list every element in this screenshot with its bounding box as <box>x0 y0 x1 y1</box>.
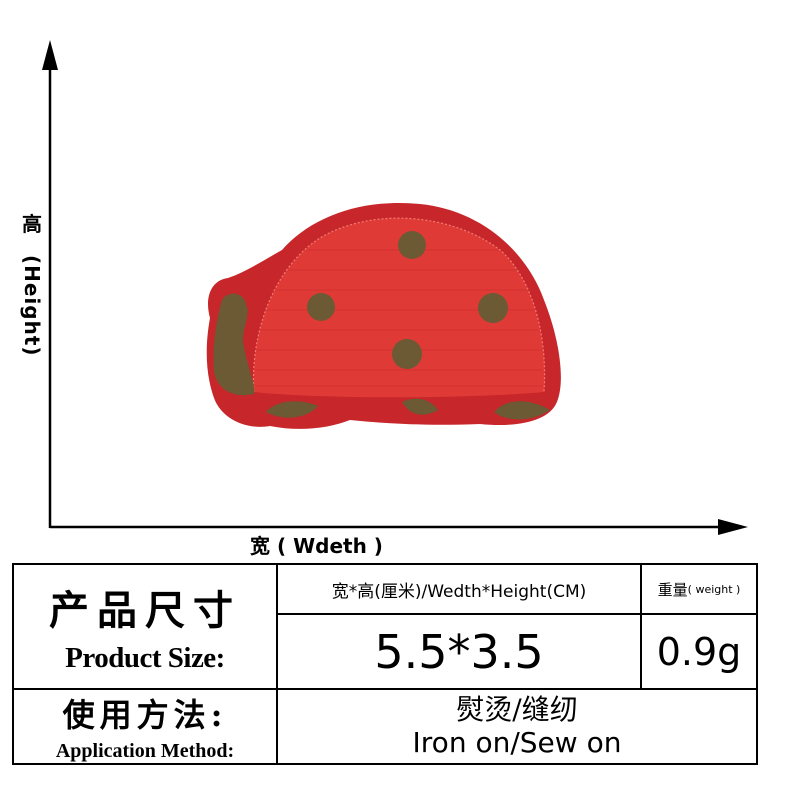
dimension-header: 宽*高(厘米)/Wedth*Height(CM) <box>331 581 587 602</box>
method-label-cell: 使用方法: Application Method: <box>14 690 276 763</box>
size-value: 5.5*3.5 <box>374 624 544 679</box>
height-axis-arrow-icon <box>42 40 58 70</box>
ladybug-spot <box>478 293 508 323</box>
width-axis-arrow-icon <box>718 519 748 535</box>
size-label-cell: 产品尺寸 Product Size: <box>14 565 276 688</box>
method-value-zh: 熨烫/缝纫 <box>456 692 578 726</box>
ladybug-foot <box>494 401 550 420</box>
weight-header: 重量 ( weight ) <box>642 565 756 613</box>
ladybug-head <box>213 293 255 396</box>
height-label-zh: 高 <box>22 212 42 236</box>
size-label-en: Product Size: <box>65 642 225 674</box>
size-label-zh: 产品尺寸 <box>49 587 241 634</box>
dimension-diagram <box>42 40 748 535</box>
ladybug-shell <box>253 218 545 398</box>
product-figure: 高 (Height) 宽 ( Wdeth ) <box>14 40 748 558</box>
table-divider <box>640 565 642 689</box>
method-value-en: Iron on/Sew on <box>412 725 622 759</box>
table-divider <box>14 688 756 690</box>
weight-header-en: ( weight ) <box>687 582 741 596</box>
weight-header-zh: 重量 <box>657 580 688 599</box>
method-value-cell: 熨烫/缝纫 Iron on/Sew on <box>278 690 756 763</box>
ladybug-spot <box>398 231 426 259</box>
ladybug-foot <box>402 398 438 415</box>
width-axis-label: 宽 ( Wdeth ) <box>250 534 383 558</box>
table-divider <box>276 613 756 615</box>
ladybug-patch-image <box>206 202 561 429</box>
height-axis-label: 高 (Height) <box>14 208 50 357</box>
method-label-zh: 使用方法: <box>62 696 228 734</box>
weight-value: 0.9g <box>656 629 742 674</box>
method-label-en: Application Method: <box>55 740 235 762</box>
ladybug-spot <box>307 293 335 321</box>
table-divider <box>276 565 278 763</box>
ladybug-spot <box>392 339 422 369</box>
spec-table: 产品尺寸 Product Size: 宽*高(厘米)/Wedth*Height(… <box>12 563 758 765</box>
ladybug-foot <box>266 401 318 418</box>
stitch-outline <box>252 217 546 393</box>
height-label-en: (Height) <box>20 255 44 357</box>
